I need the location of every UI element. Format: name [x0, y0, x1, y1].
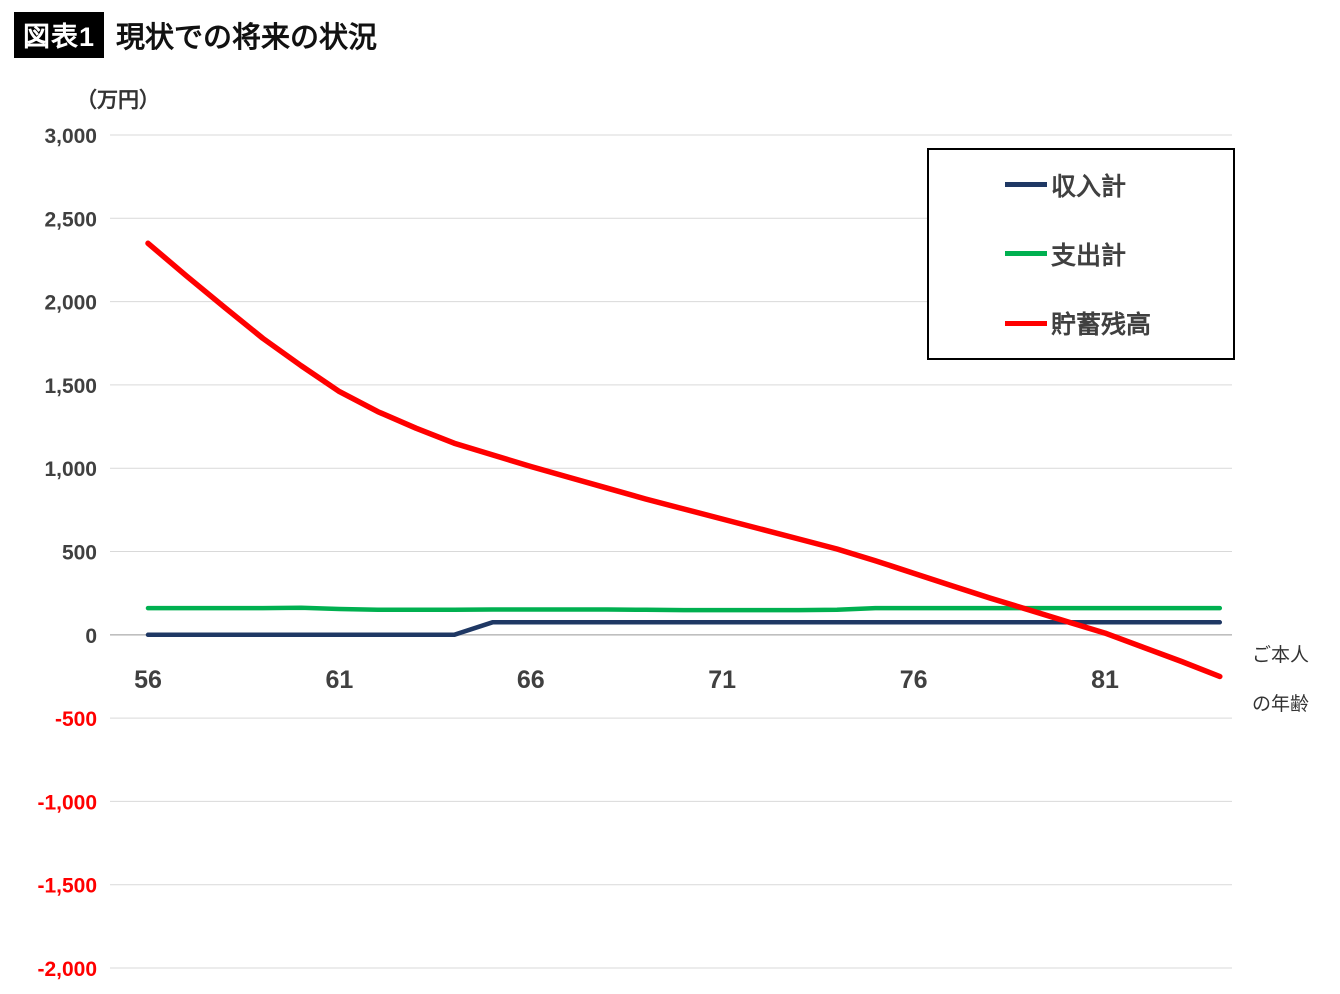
y-tick-label: -1,500 [37, 875, 97, 898]
x-axis-title-line2: の年齢 [1252, 694, 1310, 716]
y-tick-label: -2,000 [37, 958, 97, 981]
x-tick-label: 61 [325, 666, 353, 694]
y-tick-label: 1,500 [44, 375, 97, 398]
x-tick-label: 81 [1091, 666, 1119, 694]
x-tick-label: 56 [134, 666, 162, 694]
chart-title-row: 図表1 現状での将来の状況 [14, 12, 377, 58]
legend-item-savings: 貯蓄残高 [1005, 305, 1233, 341]
legend-label: 貯蓄残高 [1051, 311, 1152, 340]
y-tick-label: -500 [55, 708, 97, 731]
x-axis-title-line1: ご本人 [1252, 645, 1310, 666]
x-tick-label: 66 [517, 666, 545, 694]
y-tick-label: 2,500 [44, 208, 97, 231]
series-line-収入計 [145, 620, 1223, 638]
chart-legend: 収入計 支出計 貯蓄残高 [927, 148, 1235, 360]
y-tick-label: 0 [85, 625, 97, 648]
x-tick-label: 71 [708, 666, 736, 694]
y-tick-label: 1,000 [44, 458, 97, 481]
legend-item-expense: 支出計 [1005, 236, 1233, 272]
series-line-貯蓄残高 [145, 240, 1223, 680]
x-tick-label: 76 [900, 666, 928, 694]
y-tick-label: 500 [62, 542, 97, 565]
page-title: 現状での将来の状況 [116, 22, 378, 54]
y-tick-label: -1,000 [37, 791, 97, 814]
legend-item-income: 収入計 [1005, 167, 1233, 203]
legend-label: 収入計 [1051, 172, 1127, 201]
series-line-支出計 [145, 605, 1223, 613]
figure-tag: 図表1 [14, 12, 105, 58]
x-axis-title: ご本人 の年齢 [1252, 644, 1309, 718]
y-axis-unit-label: （万円） [76, 89, 160, 112]
legend-label: 支出計 [1051, 241, 1127, 270]
savings-line-swatch-icon [1005, 320, 1047, 326]
expense-line-swatch-icon [1005, 251, 1047, 257]
income-line-swatch-icon [1005, 182, 1047, 188]
y-tick-label: 3,000 [44, 125, 97, 148]
y-tick-label: 2,000 [44, 292, 97, 315]
